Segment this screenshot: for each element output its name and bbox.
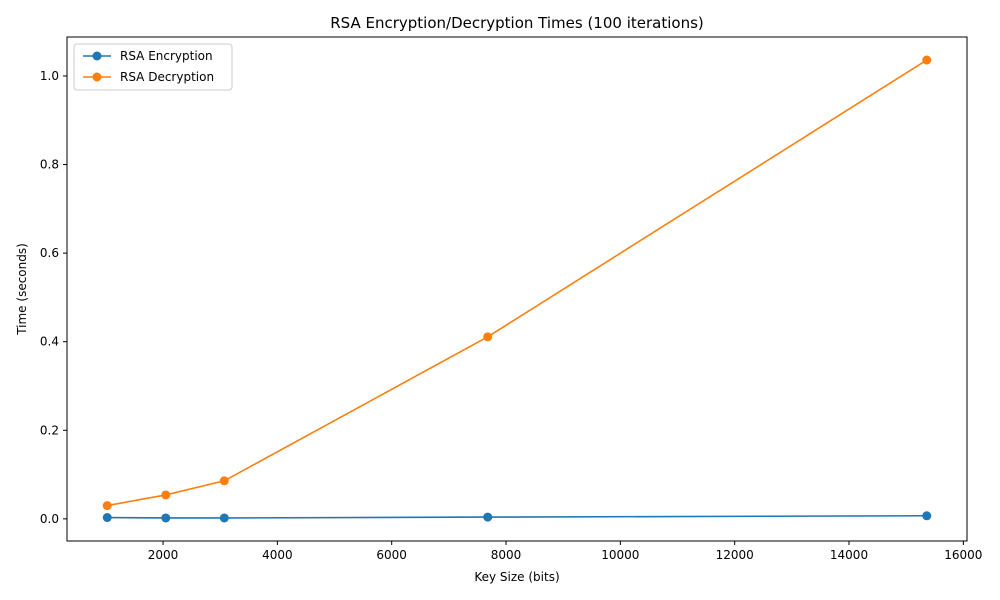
data-point [483,332,493,342]
data-point [219,513,229,523]
y-tick-label: 0.2 [40,423,59,437]
data-point [161,513,171,523]
legend: RSA Encryption RSA Decryption [73,43,233,91]
legend-box [73,43,233,91]
plot-area: 2000 4000 6000 8000 10000 12000 14000 16000 0.0… [40,36,982,562]
data-point [161,490,171,500]
chart-title: RSA Encryption/Decryption Times (100 ite… [330,14,704,32]
legend-label: RSA Encryption [120,49,213,63]
data-point [922,511,932,521]
y-tick-label: 0.0 [40,512,59,526]
x-tick-label: 6000 [376,548,407,562]
data-point [483,512,493,522]
x-tick-label: 4000 [262,548,293,562]
data-point [102,513,112,523]
x-axis-label: Key Size (bits) [474,570,559,584]
y-axis-label: Time (seconds) [15,243,29,336]
data-point [102,501,112,511]
x-tick-label: 10000 [601,548,639,562]
x-tick-label: 12000 [716,548,754,562]
x-tick-label: 8000 [491,548,522,562]
x-tick-label: 2000 [148,548,179,562]
y-tick-label: 1.0 [40,69,59,83]
x-tick-label: 14000 [830,548,868,562]
x-axis: 2000 4000 6000 8000 10000 12000 14000 16000 [148,541,982,562]
y-axis: 0.0 0.2 0.4 0.6 0.8 1.0 [40,69,67,526]
legend-label: RSA Decryption [120,70,214,84]
x-tick-label: 16000 [944,548,982,562]
plot-frame [66,36,968,542]
series-layer [102,55,932,523]
legend-swatch-marker [92,51,102,61]
data-point [219,476,229,486]
y-tick-label: 0.4 [40,335,59,349]
y-tick-label: 0.6 [40,246,59,260]
series-line-2 [107,59,928,507]
data-point [922,55,932,65]
y-tick-label: 0.8 [40,158,59,172]
series-line-1 [107,514,927,519]
legend-swatch-marker [92,72,102,82]
